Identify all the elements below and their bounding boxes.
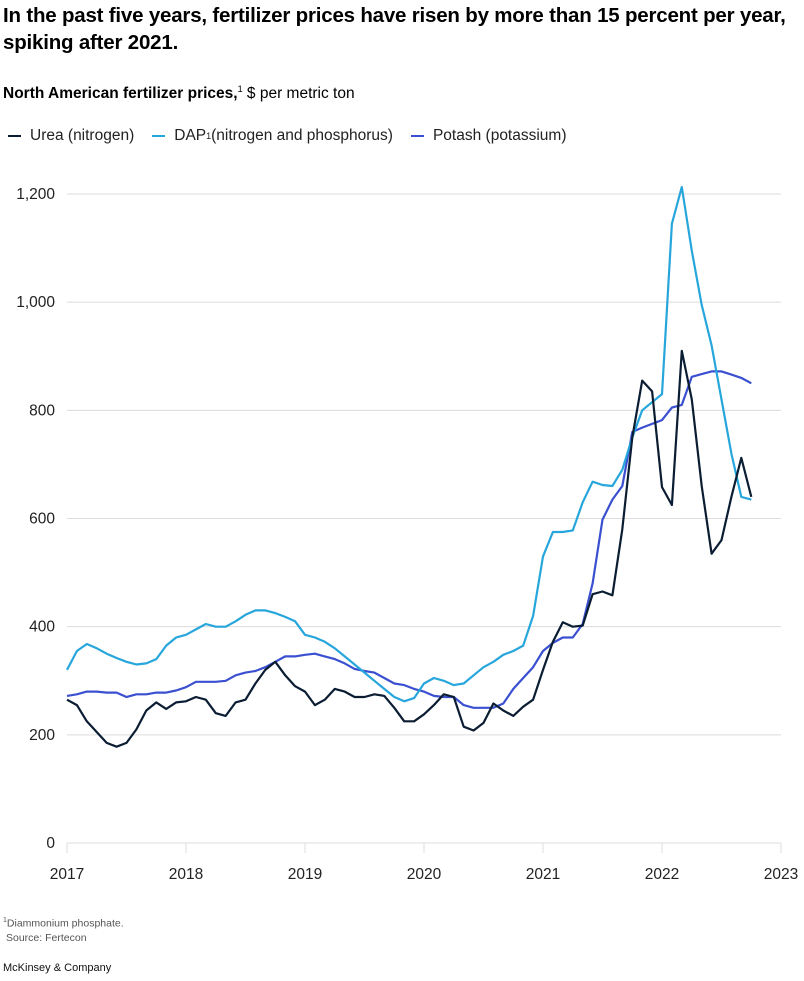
y-tick-label: 200: [29, 727, 55, 744]
legend-label-urea: Urea (nitrogen): [30, 127, 135, 144]
series-line-urea: [66, 349, 753, 748]
footnote-marker: 1: [3, 917, 7, 924]
legend-label-dap: DAP: [174, 127, 207, 144]
source-line: Source: Fertecon: [6, 931, 87, 944]
chart-subtitle: North American fertilizer prices,1 $ per…: [3, 84, 355, 103]
x-tick-label: 2022: [645, 866, 679, 883]
legend-label-dap-sup: 1: [206, 131, 212, 141]
gridlines: [67, 193, 781, 844]
x-tick-label: 2017: [50, 866, 84, 883]
x-tick-label: 2023: [764, 866, 798, 883]
y-tick-label: 1,000: [16, 294, 55, 311]
chart-legend: Urea (nitrogen) DAP 1 (nitrogen and phosp…: [8, 127, 567, 145]
series-lines: [66, 185, 753, 748]
y-tick-label: 800: [29, 402, 55, 419]
y-tick-label: 600: [29, 511, 55, 528]
subtitle-footnote-marker: 1: [237, 84, 243, 94]
footnote-text: Diammonium phosphate.: [6, 917, 124, 930]
brand-label: McKinsey & Company: [3, 962, 112, 974]
legend-item-urea: Urea (nitrogen): [8, 127, 134, 145]
y-tick-label: 1,200: [16, 186, 55, 203]
x-tick-label: 2021: [526, 866, 560, 883]
legend-swatch-urea: [8, 134, 21, 138]
footnote-line-1: 1Diammonium phosphate.: [3, 914, 124, 931]
legend-item-potash: Potash (potassium): [410, 127, 567, 145]
y-tick-label: 400: [29, 619, 55, 636]
legend-label-dap-rest: (nitrogen and phosphorus): [211, 127, 393, 144]
x-tick-label: 2018: [169, 866, 203, 883]
legend-label-potash: Potash (potassium): [432, 127, 567, 144]
subtitle-units: $ per metric ton: [242, 85, 355, 103]
headline: In the past five years, fertilizer price…: [3, 4, 786, 54]
subtitle-bold: North American fertilizer prices,: [3, 85, 238, 103]
footnote: 1Diammonium phosphate. Source: Fertecon: [3, 914, 124, 945]
legend-item-dap: DAP 1 (nitrogen and phosphorus): [152, 127, 393, 145]
series-line-dap: [66, 185, 752, 703]
x-tick-label: 2019: [288, 866, 322, 883]
y-tick-label: 0: [46, 835, 55, 852]
legend-swatch-potash: [410, 134, 424, 138]
x-tick-label: 2020: [407, 866, 442, 883]
series-line-potash: [66, 370, 752, 709]
y-axis-ticks: 0 200 400 600 800 1,000 1,200: [16, 186, 55, 852]
legend-swatch-dap: [152, 134, 166, 138]
x-axis-ticks: 2017 2018 2019 2020 2021 2022 2023: [50, 843, 798, 883]
